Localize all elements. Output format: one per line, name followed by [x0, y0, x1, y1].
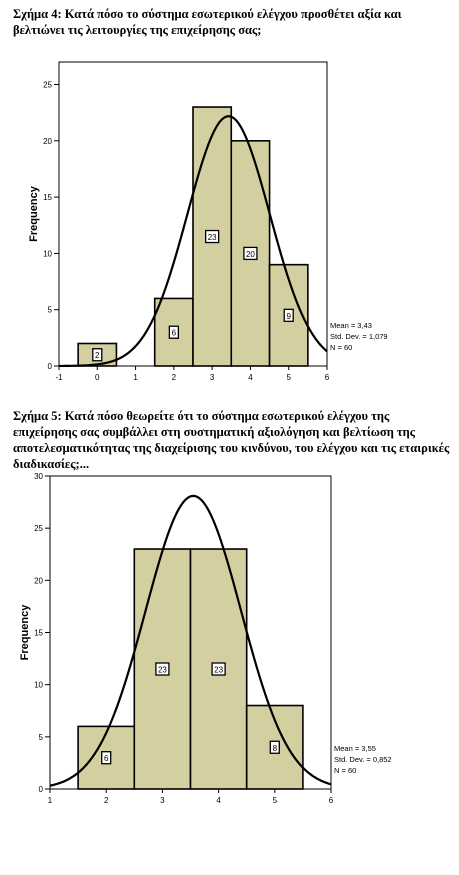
- x-tick-label: 4: [216, 796, 221, 805]
- bar-label: 20: [246, 250, 255, 259]
- y-tick-label: 25: [43, 81, 52, 90]
- bar-label: 9: [286, 312, 291, 321]
- stats-line: Std. Dev. = 0,852: [334, 755, 392, 764]
- x-tick-label: 0: [95, 373, 100, 382]
- y-tick-label: 15: [43, 193, 52, 202]
- stats-line: Mean = 3,55: [334, 744, 376, 753]
- bar-label-box: [168, 325, 180, 339]
- y-tick-label: 20: [43, 137, 52, 146]
- figure-4-question: Κατά πόσο το σύστημα εσωτερικού ελέγχου …: [13, 7, 402, 37]
- x-tick-label: 1: [48, 796, 53, 805]
- x-tick-label: -1: [55, 373, 63, 382]
- y-tick-label: 25: [34, 524, 43, 533]
- bar-label: 2: [95, 351, 100, 360]
- stats-line: N = 60: [330, 343, 352, 352]
- normal-curve: [58, 115, 328, 368]
- y-tick-label: 10: [34, 681, 43, 690]
- figure-4-label: Σχήμα 4:: [13, 7, 62, 21]
- x-tick-label: 6: [329, 796, 334, 805]
- figure-4-caption: Σχήμα 4: Κατά πόσο το σύστημα εσωτερικού…: [13, 6, 453, 38]
- x-tick-label: 6: [325, 373, 330, 382]
- y-tick-label: 15: [34, 629, 43, 638]
- bar-label-box: [204, 229, 220, 244]
- y-tick-label: 0: [39, 785, 44, 794]
- x-tick-label: 5: [273, 796, 278, 805]
- y-tick-label: 20: [34, 576, 43, 585]
- bar-label-box: [211, 662, 226, 676]
- bar-label-box: [155, 662, 170, 676]
- x-tick-label: 2: [172, 373, 177, 382]
- bar-label: 6: [104, 754, 109, 763]
- y-axis-label: Frequency: [19, 604, 31, 661]
- stats-line: Std. Dev. = 1,079: [330, 332, 388, 341]
- bar-label-box: [243, 246, 258, 261]
- y-tick-label: 10: [43, 249, 52, 258]
- y-tick-label: 30: [34, 472, 43, 481]
- x-tick-label: 4: [248, 373, 253, 382]
- bar-label: 23: [214, 666, 223, 675]
- x-tick-label: 2: [104, 796, 109, 805]
- bar-label: 8: [273, 744, 278, 753]
- bar-label: 23: [208, 233, 217, 242]
- bar-label: 6: [172, 329, 177, 338]
- bar-label-box: [269, 740, 280, 754]
- figure-5-question: Κατά πόσο θεωρείτε ότι το σύστημα εσωτερ…: [13, 409, 450, 471]
- stats-line: N = 60: [334, 766, 356, 775]
- bar-label: 23: [158, 666, 167, 675]
- bar-label-box: [101, 751, 112, 765]
- bar-label-box: [92, 348, 103, 362]
- x-tick-label: 1: [133, 373, 138, 382]
- figure-5-label: Σχήμα 5:: [13, 409, 62, 423]
- x-tick-label: 3: [210, 373, 215, 382]
- y-tick-label: 5: [48, 306, 53, 315]
- x-tick-label: 3: [160, 796, 165, 805]
- stats-line: Mean = 3,43: [330, 321, 372, 330]
- y-tick-label: 0: [48, 362, 53, 371]
- normal-curve: [49, 494, 332, 787]
- y-axis-label: Frequency: [28, 185, 40, 242]
- y-tick-label: 5: [39, 733, 44, 742]
- figure-5-caption: Σχήμα 5: Κατά πόσο θεωρείτε ότι το σύστη…: [13, 408, 453, 472]
- bar-label-box: [283, 308, 294, 322]
- x-tick-label: 5: [286, 373, 291, 382]
